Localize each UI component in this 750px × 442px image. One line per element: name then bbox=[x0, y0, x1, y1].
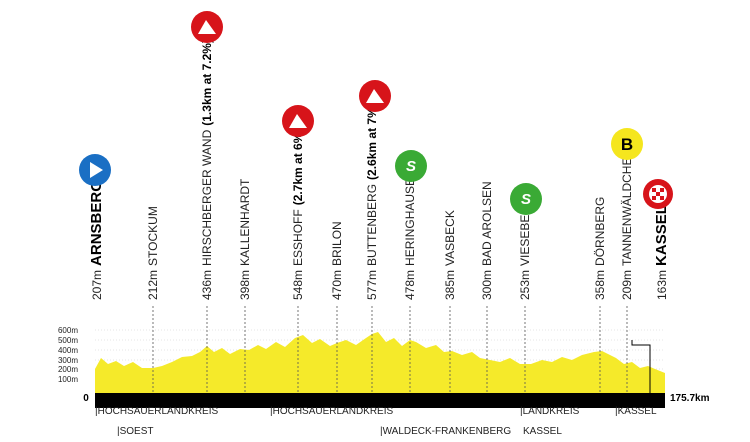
waypoint-label: 163m KASSEL bbox=[653, 205, 670, 300]
distance-bar bbox=[95, 393, 665, 408]
km-label: 87.3 bbox=[361, 396, 381, 407]
climb-icon bbox=[359, 80, 391, 112]
waypoint-label: 436m HIRSCHBERGER WAND (1.3km at 7.2%) bbox=[200, 39, 214, 300]
waypoint-label: 385m VASBECK bbox=[443, 210, 457, 300]
waypoint-elevation: 212m bbox=[146, 270, 160, 300]
km-label: 121.9 bbox=[471, 396, 496, 407]
waypoint-name: STOCKUM bbox=[146, 206, 160, 266]
waypoint-elevation: 470m bbox=[330, 270, 344, 300]
waypoint-name: HIRSCHBERGER WAND bbox=[200, 129, 214, 266]
waypoint-elevation: 358m bbox=[593, 270, 607, 300]
waypoint-label: 478m HERINGHAUSEN bbox=[403, 169, 417, 300]
region-label: |LANDKREIS bbox=[520, 406, 580, 417]
waypoint-name: BUTTENBERG bbox=[365, 184, 379, 266]
y-tick-label: 500m bbox=[58, 336, 78, 345]
waypoint-label: 470m BRILON bbox=[330, 221, 344, 300]
start-icon bbox=[79, 154, 111, 186]
region-label: |KASSEL bbox=[615, 406, 657, 417]
region-label: |SOEST bbox=[117, 426, 154, 437]
bonus-badge: B bbox=[621, 135, 633, 154]
waypoint-name: TANNENWÄLDCHEN bbox=[620, 149, 634, 266]
waypoint-name: VIESEBECK bbox=[518, 198, 532, 266]
sprint-badge: S bbox=[406, 158, 416, 175]
labels: 600m500m400m300m200m100m207mARNSBERG212m… bbox=[58, 39, 670, 437]
waypoint-label: 548m ESSHOFF (2.7km at 6%) bbox=[291, 129, 305, 300]
waypoint-name: ARNSBERG bbox=[88, 180, 105, 266]
waypoint-elevation: 398m bbox=[238, 270, 252, 300]
elevation-profile bbox=[95, 332, 665, 393]
distance-label: 175.7km bbox=[670, 393, 710, 404]
km-label: 64.2 bbox=[287, 396, 307, 407]
waypoint-name: DÖRNBERG bbox=[593, 197, 607, 266]
finish-icon bbox=[643, 179, 673, 209]
waypoint-elevation: 209m bbox=[620, 270, 634, 300]
km-label: 158.1 bbox=[588, 396, 613, 407]
y-tick-label: 100m bbox=[58, 375, 78, 384]
km-label: 110.1 bbox=[434, 396, 459, 407]
waypoint-name: VASBECK bbox=[443, 210, 457, 266]
km-label: 17.9 bbox=[143, 396, 163, 407]
waypoint-elevation: 385m bbox=[443, 270, 457, 300]
climb-detail: (2.7km at 6%) bbox=[291, 129, 305, 206]
waypoint-elevation: 207m bbox=[90, 270, 104, 300]
waypoint-elevation: 163m bbox=[655, 270, 669, 300]
sprint-icon bbox=[510, 183, 542, 215]
waypoint-elevation: 436m bbox=[200, 270, 214, 300]
region-label: |HOCHSAUERLANDKREIS bbox=[270, 406, 394, 417]
waypoint-name: ESSHOFF bbox=[291, 209, 305, 266]
y-tick-label: 400m bbox=[58, 346, 78, 355]
waypoint-label: 253m VIESEBECK bbox=[518, 198, 532, 300]
km-label: 74.7 bbox=[326, 396, 346, 407]
waypoint-elevation: 300m bbox=[480, 270, 494, 300]
y-tick-label: 200m bbox=[58, 365, 78, 374]
climb-icon bbox=[191, 11, 223, 43]
waypoint-label: 207m ARNSBERG bbox=[88, 180, 105, 300]
km-label: 99.1 bbox=[398, 396, 418, 407]
region-label: KASSEL bbox=[523, 426, 562, 437]
finish-leader bbox=[631, 340, 651, 393]
waypoint-name: HERINGHAUSEN bbox=[403, 169, 417, 266]
y-tick-label: 300m bbox=[58, 356, 78, 365]
waypoint-label: 398m KALLENHARDT bbox=[238, 178, 252, 300]
waypoint-elevation: 577m bbox=[365, 270, 379, 300]
sprint-icon bbox=[395, 150, 427, 182]
waypoint-label: 212m STOCKUM bbox=[146, 206, 160, 300]
climb-icon bbox=[282, 105, 314, 137]
waypoint-elevation: 253m bbox=[518, 270, 532, 300]
km-label: 34.6 bbox=[198, 396, 218, 407]
waypoint-name: BAD AROLSEN bbox=[480, 181, 494, 266]
sprint-badge: S bbox=[521, 191, 531, 208]
km-label: 47.5 bbox=[235, 396, 255, 407]
waypoint-label: 300m BAD AROLSEN bbox=[480, 181, 494, 300]
waypoint-label: 358m DÖRNBERG bbox=[593, 197, 607, 300]
bonus-icon bbox=[611, 128, 643, 160]
region-label: |WALDECK-FRANKENBERG bbox=[380, 426, 511, 437]
waypoint-name: BRILON bbox=[330, 221, 344, 266]
km-label: 172.5 bbox=[635, 396, 660, 407]
climb-detail: (2.6km at 7%) bbox=[365, 103, 379, 180]
waypoint-name: KASSEL bbox=[653, 205, 670, 266]
origin-label: 0 bbox=[83, 393, 89, 404]
y-tick-label: 600m bbox=[58, 326, 78, 335]
waypoint-label: 209m TANNENWÄLDCHEN bbox=[620, 149, 634, 300]
region-label: |HOCHSAUERLANDKREIS bbox=[95, 406, 219, 417]
km-label: 134.3 bbox=[509, 396, 534, 407]
climb-detail: (1.3km at 7.2%) bbox=[200, 39, 214, 126]
waypoint-elevation: 478m bbox=[403, 270, 417, 300]
waypoint-label: 577m BUTTENBERG (2.6km at 7%) bbox=[365, 103, 379, 300]
waypoint-elevation: 548m bbox=[291, 270, 305, 300]
waypoint-name: KALLENHARDT bbox=[238, 178, 252, 266]
